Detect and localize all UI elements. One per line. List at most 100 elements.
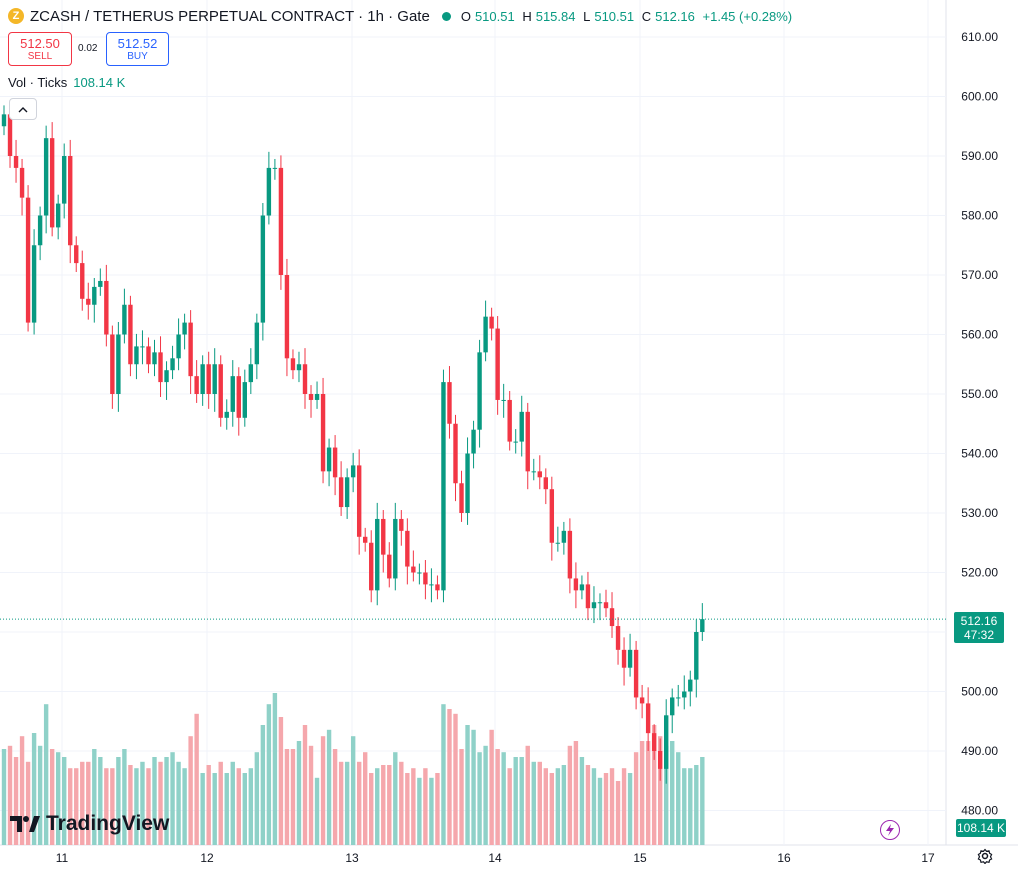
volume-bar [507, 768, 512, 845]
volume-bar [290, 749, 296, 845]
candle-body [332, 447, 338, 478]
candle-body [387, 554, 392, 579]
volume-bar [423, 768, 428, 845]
volume-bar [140, 761, 145, 845]
candle-body [645, 703, 651, 734]
price-tick-label: 540.00 [961, 447, 998, 461]
volume-bar [453, 713, 458, 845]
candle-body [188, 322, 193, 377]
candle-body [212, 364, 217, 394]
volume-bar [537, 761, 542, 845]
open-value: 510.51 [474, 8, 515, 24]
candle-body [272, 167, 278, 169]
candle-body [591, 602, 597, 609]
sell-button[interactable]: 512.50 SELL [8, 32, 72, 66]
volume-bar [278, 717, 284, 845]
candle-body [495, 328, 500, 400]
volume-bar [501, 752, 506, 845]
candle-body [483, 316, 488, 353]
time-axis[interactable]: 11 12 13 14 15 16 17 [56, 851, 935, 865]
volume-bar [218, 761, 223, 845]
candle-body [537, 471, 542, 478]
tradingview-logo[interactable]: TradingView [10, 812, 169, 836]
candle-body [525, 411, 530, 472]
volume-bar [43, 704, 49, 845]
candle-body [152, 352, 157, 365]
volume-bar [411, 768, 416, 845]
candle-body [43, 138, 49, 216]
candle-body [549, 489, 555, 543]
candle-body [441, 382, 446, 591]
chevron-up-icon[interactable] [9, 98, 37, 120]
volume-bar [585, 765, 591, 845]
candle-body [651, 733, 657, 751]
volume-bar [188, 736, 193, 845]
price-axis[interactable]: 610.00 600.00 590.00 580.00 570.00 560.00 550.… [961, 30, 998, 818]
close-label: C [641, 8, 652, 24]
candle-body [7, 114, 13, 156]
candle-body [423, 572, 428, 585]
candle-body [561, 530, 567, 543]
volume-bar [254, 752, 260, 845]
volume-bar [489, 729, 494, 845]
volume-bar [296, 741, 302, 845]
candle-body [369, 542, 374, 591]
volume-bar [92, 749, 97, 845]
symbol-title[interactable]: ZCASH / TETHERUS PERPETUAL CONTRACT · 1h… [30, 7, 430, 25]
zcash-coin-icon: Z [8, 8, 24, 24]
high-value: 515.84 [535, 8, 576, 24]
candle-body [200, 364, 205, 394]
candle-body [682, 691, 687, 698]
volume-bar [513, 757, 518, 845]
gear-icon[interactable] [977, 848, 993, 869]
candle-body [657, 751, 663, 769]
last-price-value: 512.16 [960, 614, 998, 628]
candle-body [164, 370, 169, 383]
candle-body [176, 334, 181, 359]
candle-body [80, 263, 85, 299]
candle-body [278, 167, 284, 275]
candle-body [393, 518, 398, 579]
volume-bar [284, 749, 290, 845]
candle-body [284, 275, 290, 359]
volume-bar [495, 749, 500, 845]
candle-body [501, 399, 506, 401]
volume-bar [302, 725, 308, 845]
candle-body [224, 411, 229, 418]
sell-label: SELL [27, 50, 53, 62]
candle-body [92, 286, 97, 305]
candle-body [74, 245, 79, 264]
close-value: 512.16 [655, 8, 695, 24]
volume-bar [393, 752, 398, 845]
candle-body [585, 584, 591, 609]
volume-bar [417, 777, 422, 845]
lightning-icon[interactable] [880, 820, 900, 840]
candle-body [122, 304, 127, 335]
volume-bar [688, 768, 693, 845]
volume-bar [657, 736, 663, 845]
volume-bar [471, 729, 476, 845]
candle-body [170, 358, 175, 371]
volume-legend[interactable]: Vol · Ticks 108.14 K [8, 75, 125, 90]
candle-body [266, 167, 272, 216]
candle-body [375, 518, 380, 591]
candle-body [248, 364, 254, 383]
volume-bar [561, 765, 567, 845]
volume-bar [25, 761, 31, 845]
candle-body [254, 322, 260, 365]
buy-button[interactable]: 512.52 BUY [106, 32, 169, 66]
volume-bar [344, 761, 350, 845]
brand-name: TradingView [46, 812, 170, 835]
volume-bar [694, 765, 699, 845]
candle-body [676, 697, 681, 699]
low-value: 510.51 [594, 8, 635, 24]
candle-body [513, 441, 518, 443]
volume-bar [176, 761, 181, 845]
volume-bar [224, 773, 229, 845]
time-tick-label: 15 [633, 851, 647, 865]
candle-body [128, 304, 133, 365]
volume-bar [338, 761, 344, 845]
volume-bar [31, 733, 37, 845]
volume-bar [609, 768, 615, 845]
